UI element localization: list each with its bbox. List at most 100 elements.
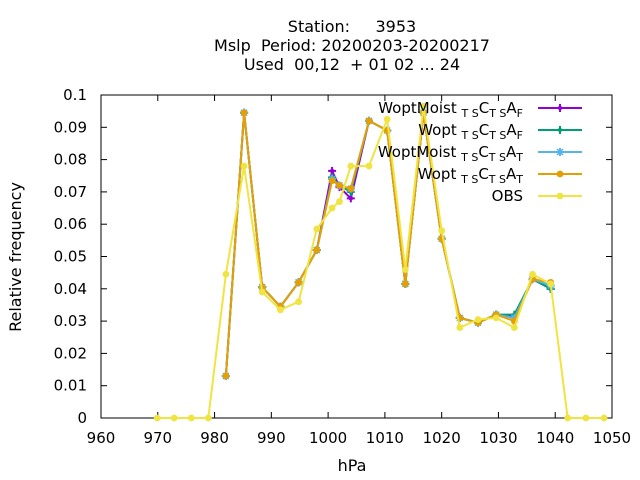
- data-point: [240, 162, 248, 170]
- x-axis-label: hPa: [338, 456, 367, 475]
- data-point: [383, 115, 391, 123]
- x-tick-label: 990: [257, 429, 286, 447]
- y-tick-label: 0.03: [54, 312, 87, 330]
- legend-text-s1: T S: [460, 173, 478, 186]
- data-point: [492, 314, 500, 322]
- plot-area-frame: [100, 94, 613, 419]
- legend-text-s2: T S: [488, 173, 506, 186]
- legend-text-c: C: [478, 143, 488, 161]
- legend-text-a: A: [506, 121, 517, 139]
- x-tick-label: 1010: [366, 429, 404, 447]
- legend-label: Wopt T SCT SAF: [418, 121, 523, 142]
- legend-marker: [556, 148, 564, 156]
- data-point: [295, 278, 302, 286]
- legend-label: WoptMoist T SCT SAT: [378, 143, 523, 164]
- data-point: [438, 227, 446, 235]
- y-tick-label: 0: [77, 409, 87, 427]
- title-line-period: Mslp Period: 20200203-20200217: [214, 36, 490, 55]
- x-tick-label: 1020: [423, 429, 461, 447]
- y-tick-label: 0.05: [54, 248, 87, 266]
- legend-marker: [556, 170, 564, 178]
- data-point: [510, 324, 518, 331]
- y-tick-label: 0.04: [54, 280, 87, 298]
- data-point: [328, 204, 336, 212]
- data-point: [401, 280, 409, 288]
- legend-text-c: C: [479, 121, 489, 139]
- data-point: [240, 109, 248, 117]
- y-axis: 0 0.01 0.02 0.03 0.04 0.05 0.06 0.07 0.08 0.09 0.1: [54, 86, 612, 427]
- data-point: [313, 225, 321, 233]
- legend-label: WoptMoist T SCT SAF: [378, 99, 523, 120]
- y-tick-label: 0.07: [54, 183, 87, 201]
- legend-text-s1: T S: [461, 107, 479, 120]
- data-point: [336, 182, 343, 189]
- legend-text-base: Wopt: [418, 121, 461, 139]
- data-point: [222, 372, 230, 380]
- legend-text-s3: F: [517, 107, 523, 120]
- data-point: [170, 414, 178, 422]
- x-axis: 960 970 980 990 1000 1010 1020 1030 1040 1050: [87, 95, 631, 447]
- y-tick-label: 0.02: [54, 344, 87, 362]
- legend-marker: [556, 192, 564, 200]
- legend-text-a: A: [506, 143, 517, 161]
- data-point: [529, 270, 536, 278]
- series-Wopt_TSC_TSA_T: [222, 109, 555, 380]
- data-point: [365, 162, 373, 170]
- legend-text-base: Wopt: [418, 165, 461, 183]
- legend-text-a: A: [506, 165, 517, 183]
- data-point: [153, 414, 161, 422]
- data-point: [347, 185, 355, 193]
- legend-text-a: A: [506, 99, 517, 117]
- data-point: [365, 117, 373, 125]
- legend-text-c: C: [479, 99, 489, 117]
- legend-text-base: WoptMoist: [378, 99, 461, 117]
- legend-label: OBS: [492, 187, 523, 205]
- data-point: [313, 246, 321, 254]
- x-tick-label: 980: [200, 429, 229, 447]
- legend-text-s3: F: [517, 129, 523, 142]
- y-tick-label: 0.1: [63, 86, 87, 104]
- legend-text-s2: T S: [488, 129, 506, 142]
- title-line-station: Station: 3953: [288, 17, 416, 36]
- data-point: [258, 288, 266, 296]
- legend-label: Wopt T SCT SAT: [418, 165, 523, 186]
- y-tick-label: 0.09: [54, 118, 87, 136]
- legend-text-base: WoptMoist: [378, 143, 461, 161]
- legend-text-s2: T S: [488, 151, 506, 164]
- data-point: [600, 414, 608, 422]
- x-tick-label: 1030: [479, 429, 517, 447]
- data-point: [582, 414, 590, 422]
- data-point: [456, 324, 464, 331]
- data-point: [401, 266, 409, 273]
- title-line-used: Used 00,12 + 01 02 ... 24: [244, 55, 460, 74]
- data-point: [474, 316, 482, 323]
- legend-text-s1: T S: [460, 151, 478, 164]
- x-tick-label: 960: [87, 429, 116, 447]
- data-point: [564, 414, 572, 422]
- x-tick-label: 1040: [536, 429, 574, 447]
- legend-text-s1: T S: [461, 129, 479, 142]
- x-tick-label: 970: [143, 429, 172, 447]
- legend-text-base: OBS: [492, 187, 523, 205]
- legend-text-s3: T: [515, 151, 523, 164]
- legend-text-s3: T: [515, 173, 523, 186]
- x-tick-label: 1050: [593, 429, 631, 447]
- legend-marker: [556, 104, 564, 112]
- legend-text-s2: T S: [488, 107, 506, 120]
- data-point: [295, 298, 302, 306]
- data-point: [277, 306, 284, 314]
- data-point: [336, 198, 343, 205]
- y-tick-label: 0.08: [54, 151, 87, 169]
- data-point: [547, 280, 555, 288]
- y-axis-label: Relative frequency: [6, 182, 25, 332]
- data-point: [420, 102, 427, 110]
- legend-text-c: C: [478, 165, 488, 183]
- data-point: [204, 414, 212, 422]
- series-layer: [153, 102, 608, 422]
- y-tick-label: 0.01: [54, 377, 87, 395]
- legend-marker: [556, 126, 564, 134]
- chart-title: Station: 3953 Mslp Period: 20200203-2020…: [214, 17, 490, 74]
- x-tick-label: 1000: [309, 429, 347, 447]
